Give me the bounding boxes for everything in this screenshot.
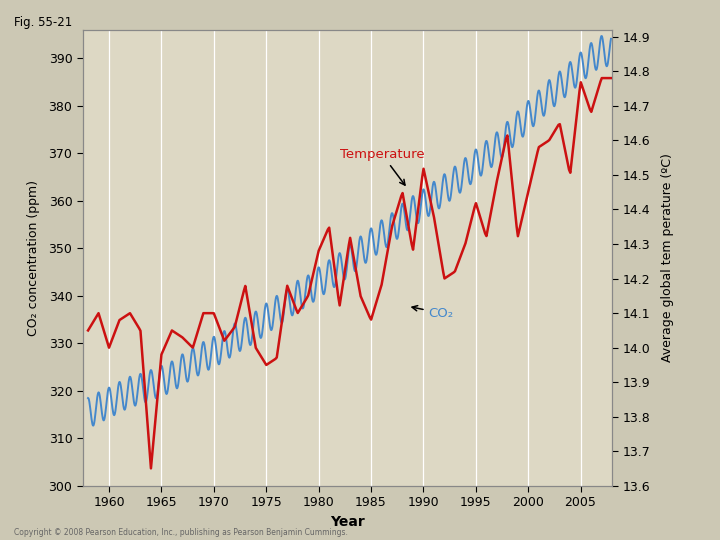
Text: Fig. 55-21: Fig. 55-21 bbox=[14, 16, 73, 29]
Text: CO₂: CO₂ bbox=[412, 306, 454, 320]
Text: Copyright © 2008 Pearson Education, Inc., publishing as Pearson Benjamin Cumming: Copyright © 2008 Pearson Education, Inc.… bbox=[14, 528, 348, 537]
X-axis label: Year: Year bbox=[330, 515, 365, 529]
Y-axis label: Average global tem perature (ºC): Average global tem perature (ºC) bbox=[661, 153, 674, 362]
Text: Temperature: Temperature bbox=[340, 147, 424, 185]
Y-axis label: CO₂ concentration (ppm): CO₂ concentration (ppm) bbox=[27, 180, 40, 336]
